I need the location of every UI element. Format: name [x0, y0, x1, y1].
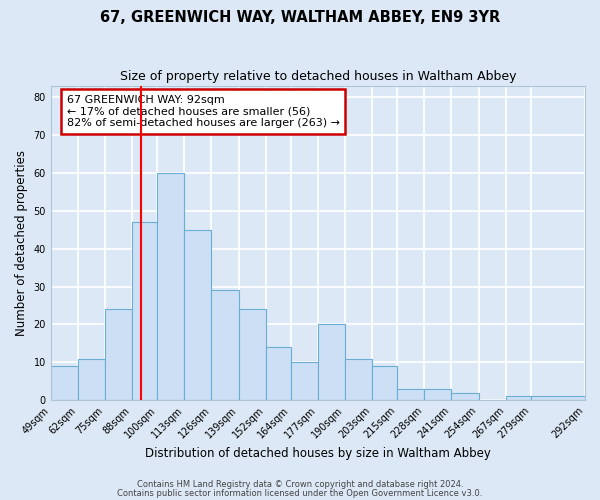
Bar: [397, 389, 424, 400]
Bar: [345, 358, 372, 401]
Bar: [451, 392, 479, 400]
Bar: [184, 230, 211, 400]
Bar: [105, 310, 132, 400]
Bar: [78, 358, 105, 401]
X-axis label: Distribution of detached houses by size in Waltham Abbey: Distribution of detached houses by size …: [145, 447, 491, 460]
Bar: [531, 396, 585, 400]
Text: 67, GREENWICH WAY, WALTHAM ABBEY, EN9 3YR: 67, GREENWICH WAY, WALTHAM ABBEY, EN9 3Y…: [100, 10, 500, 25]
Bar: [506, 396, 531, 400]
Bar: [424, 389, 451, 400]
Bar: [291, 362, 318, 401]
Bar: [239, 310, 266, 400]
Title: Size of property relative to detached houses in Waltham Abbey: Size of property relative to detached ho…: [119, 70, 516, 83]
Bar: [266, 347, 291, 401]
Bar: [211, 290, 239, 401]
Y-axis label: Number of detached properties: Number of detached properties: [15, 150, 28, 336]
Bar: [157, 173, 184, 400]
Bar: [51, 366, 78, 400]
Text: Contains public sector information licensed under the Open Government Licence v3: Contains public sector information licen…: [118, 488, 482, 498]
Bar: [132, 222, 157, 400]
Text: 67 GREENWICH WAY: 92sqm
← 17% of detached houses are smaller (56)
82% of semi-de: 67 GREENWICH WAY: 92sqm ← 17% of detache…: [67, 95, 340, 128]
Bar: [318, 324, 345, 400]
Text: Contains HM Land Registry data © Crown copyright and database right 2024.: Contains HM Land Registry data © Crown c…: [137, 480, 463, 489]
Bar: [372, 366, 397, 400]
